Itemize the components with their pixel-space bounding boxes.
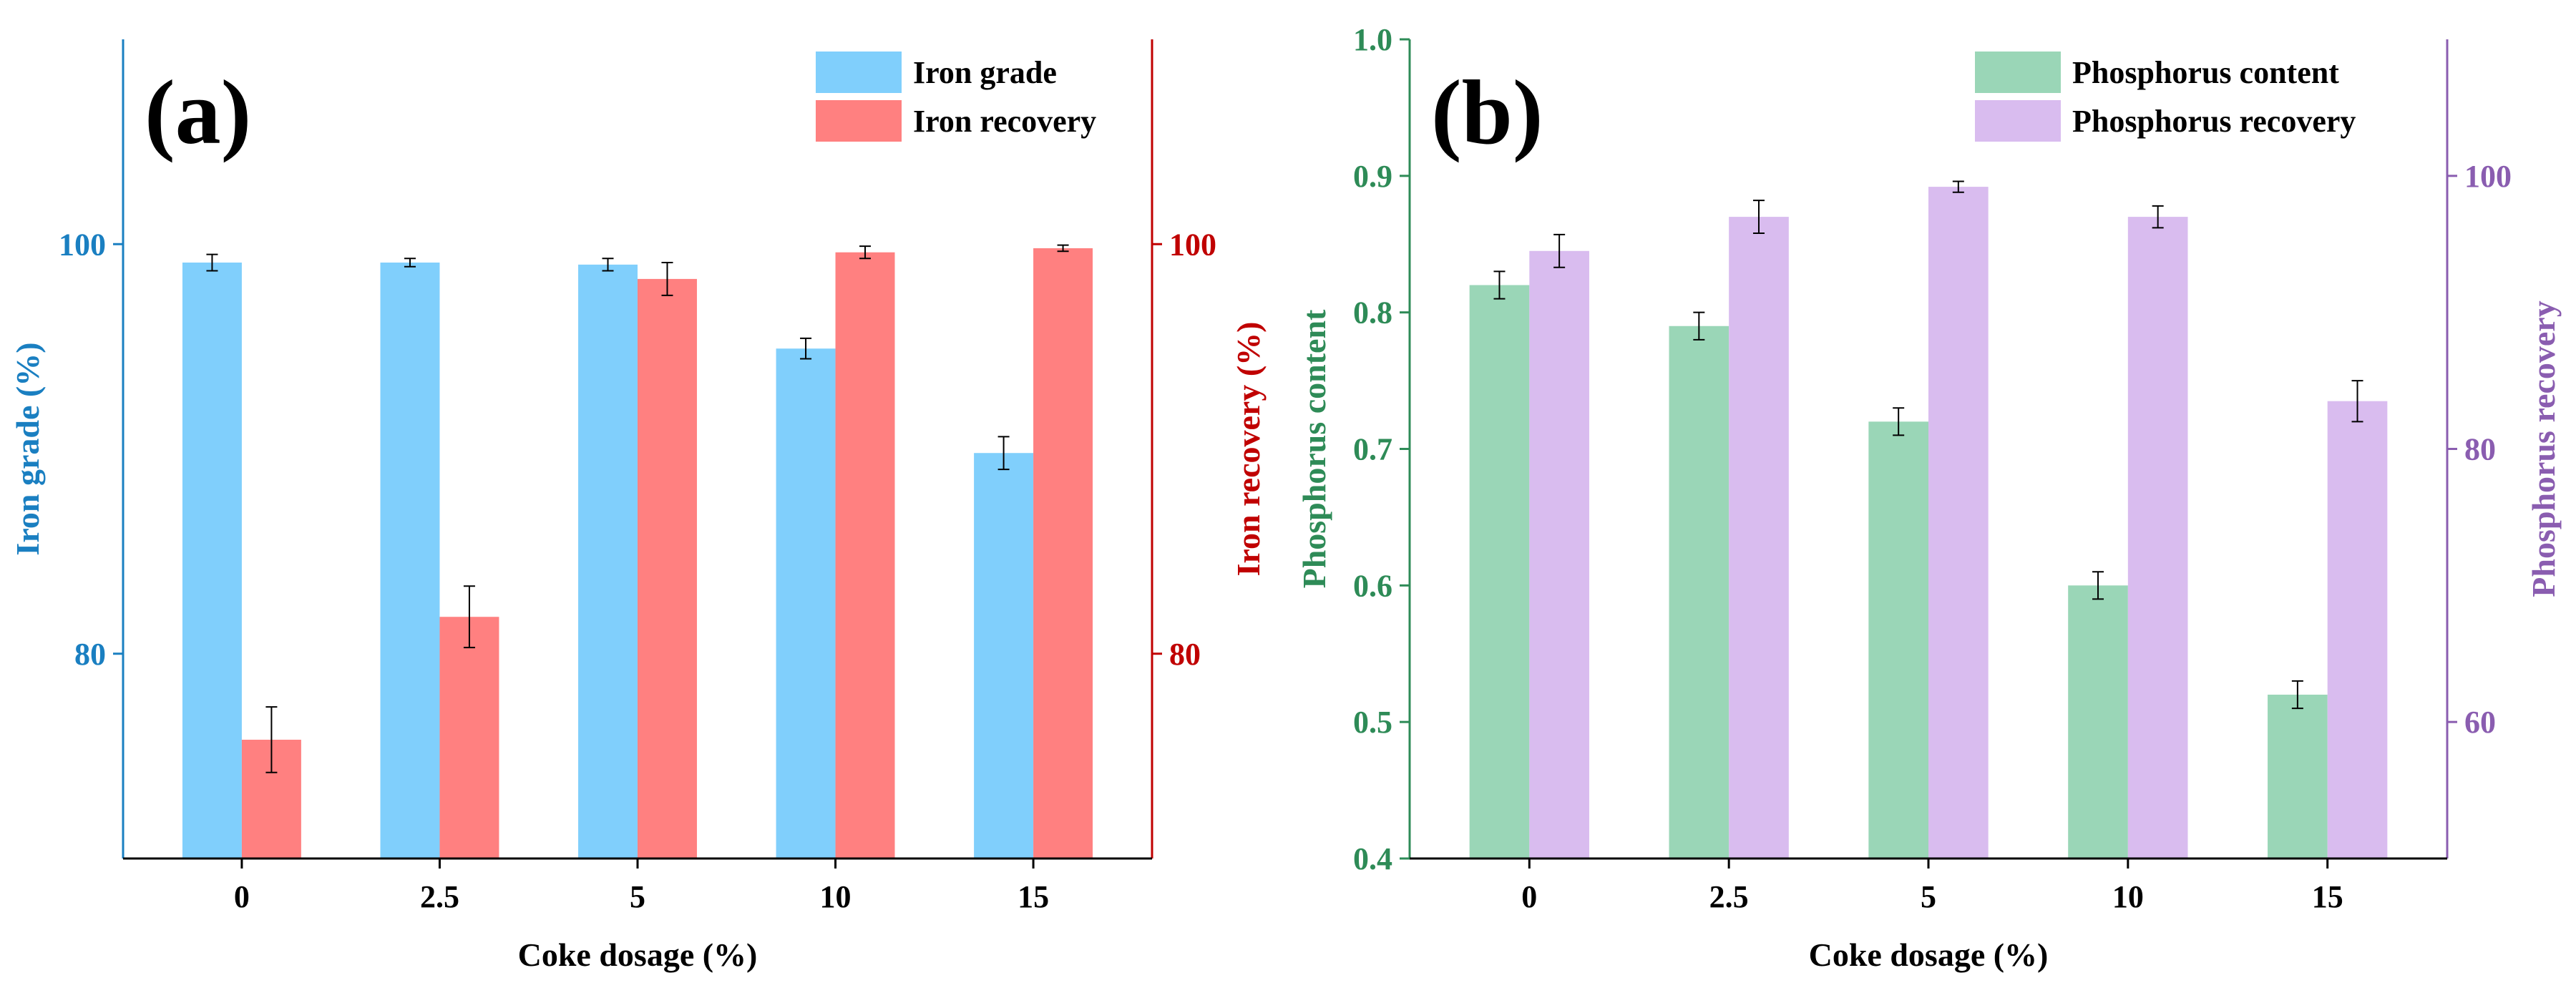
panel-a-bar-iron-grade-2 [578,264,638,858]
panel-a-bar-iron-recovery-3 [835,252,895,858]
panel-a-bar-iron-recovery-4 [1033,248,1093,859]
panel-b-left-tick-label-1: 0.5 [1353,705,1392,740]
panel-a-right-axis-label: Iron recovery (%) [1230,322,1267,577]
panel-b-bar-phosphorus-recovery-0 [1529,250,1589,859]
panel-b-legend-label-1: Phosphorus recovery [2072,104,2356,139]
panel-b-bar-phosphorus-content-4 [2268,695,2328,858]
panel-b-left-tick-label-3: 0.7 [1353,432,1392,467]
panel-a-legend-swatch-0 [816,52,902,93]
panel-a-error-bar-1-0 [265,706,278,773]
panel-b-error-bar-1-0 [1553,233,1566,268]
panel-a-legend-label-1: Iron recovery [913,104,1096,139]
panel-b-bar-phosphorus-recovery-1 [1729,217,1789,858]
panel-a-error-bar-0-4 [997,436,1010,471]
panel-b-x-tick-label-0: 0 [1521,879,1537,914]
panel-a-error-bar-0-0 [206,253,218,272]
panel-b-error-bar-1-4 [2351,380,2363,423]
panel-b-right-axis-label: Phosphorus recovery [2525,300,2562,597]
panel-b-error-bar-0-0 [1493,270,1506,300]
panel-a-error-bar-1-4 [1057,244,1069,253]
panel-b-right-tick-label-2: 100 [2464,159,2512,194]
panel-b-bar-phosphorus-content-2 [1868,421,1928,858]
panel-a-left-tick-label-1: 100 [59,227,106,262]
panel-a-x-tick-label-4: 15 [1018,879,1049,914]
panel-b-left-tick-label-0: 0.4 [1353,841,1392,876]
panel-b-bar-phosphorus-content-1 [1669,326,1729,858]
panel-a-legend-label-0: Iron grade [913,55,1057,90]
panel-a-x-tick-label-0: 0 [234,879,250,914]
panel-a-legend-swatch-1 [816,100,902,142]
panel-b-error-bar-0-4 [2291,680,2303,710]
panel-a-error-bar-1-1 [463,585,475,649]
panel-b-left-axis-label: Phosphorus content [1296,309,1332,588]
panel-b-x-tick-label-3: 10 [2112,879,2144,914]
panel-b-error-bar-1-3 [2152,205,2164,229]
panel-a-x-axis-label: Coke dosage (%) [518,936,758,973]
panel-a-error-bar-1-2 [661,262,673,296]
panel-b-legend-swatch-0 [1975,52,2061,93]
panel-b-bar-phosphorus-content-0 [1469,285,1530,858]
panel-a-bar-iron-grade-4 [974,453,1034,858]
panel-a-right-tick-label-0: 80 [1169,637,1201,672]
panel-b-bar-phosphorus-recovery-2 [1928,187,1989,859]
panel-a-error-bar-1-3 [859,245,872,260]
panel-b-error-bar-0-2 [1893,407,1905,436]
panel-b-x-tick-label-1: 2.5 [1709,879,1749,914]
panel-a-error-bar-0-3 [800,337,812,360]
panel-a-bar-iron-recovery-2 [638,278,697,859]
panel-a-x-tick-label-2: 5 [630,879,645,914]
panel-b-error-bar-1-1 [1752,200,1765,234]
panel-b-error-bar-0-3 [2092,571,2104,600]
panel-a-bar-iron-grade-1 [380,263,440,858]
panel-b-bar-phosphorus-recovery-3 [2127,217,2188,858]
panel-b-x-axis-label: Coke dosage (%) [1809,936,2049,973]
panel-b-left-tick-label-2: 0.6 [1353,568,1392,603]
panel-b-error-bar-0-1 [1693,311,1705,341]
panel-b-error-bar-1-2 [1952,180,1964,193]
panel-a-bar-iron-grade-0 [182,263,242,858]
panel-a-right-tick-label-1: 100 [1169,227,1216,262]
panel-b-x-tick-label-4: 15 [2312,879,2343,914]
panel-b-left-tick-label-5: 0.9 [1353,159,1392,194]
panel-a-panel-label: (a) [145,62,251,163]
panel-b-right-tick-label-0: 60 [2464,705,2496,740]
panel-a-error-bar-0-2 [602,258,614,272]
panel-b-bar-phosphorus-content-3 [2068,585,2128,858]
panel-b-legend-label-0: Phosphorus content [2072,55,2339,90]
panel-a-error-bar-0-1 [404,258,416,268]
panel-b-right-tick-label-1: 80 [2464,432,2496,467]
panel-a-bar-iron-grade-3 [776,348,836,858]
panel-a-left-tick-label-0: 80 [74,637,106,672]
panel-b-legend-swatch-1 [1975,100,2061,142]
panel-b-x-tick-label-2: 5 [1921,879,1936,914]
panel-b-left-tick-label-4: 0.8 [1353,295,1392,331]
panel-a-bar-iron-recovery-1 [439,617,499,858]
panel-b-left-tick-label-6: 1.0 [1353,22,1392,57]
panel-a-x-tick-label-1: 2.5 [420,879,459,914]
panel-b-panel-label: (b) [1431,62,1543,163]
panel-b-bar-phosphorus-recovery-4 [2327,401,2388,858]
panel-a-left-axis-label: Iron grade (%) [9,342,46,555]
panel-a-x-tick-label-3: 10 [820,879,852,914]
